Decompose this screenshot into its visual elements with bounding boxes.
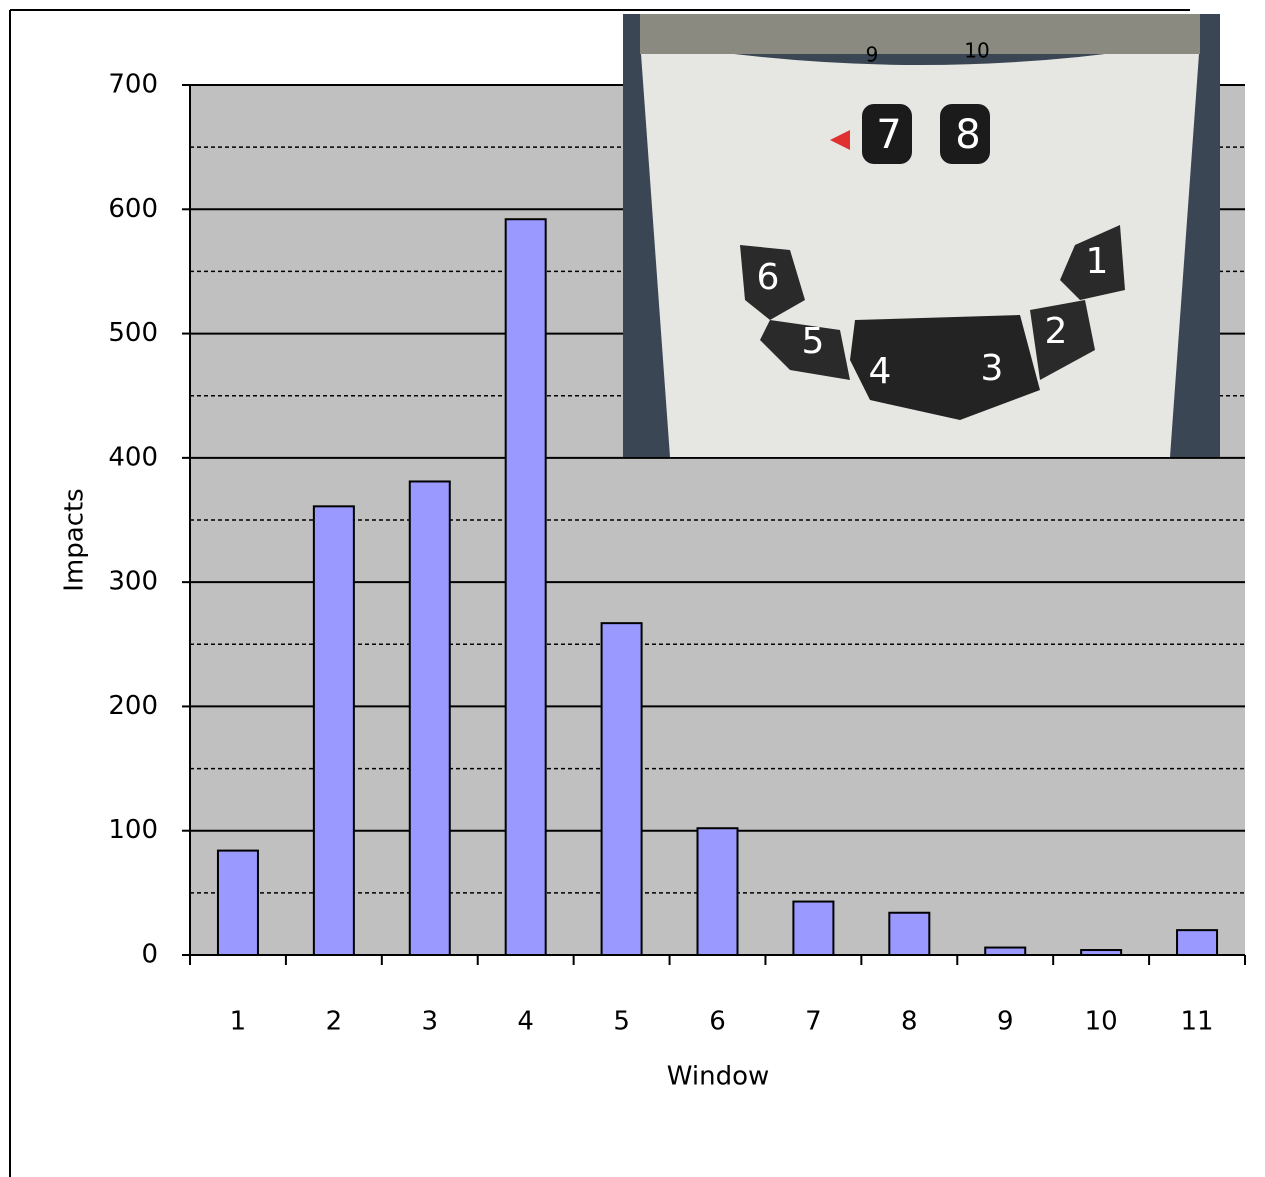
x-tick-label: 11 bbox=[1180, 1007, 1213, 1037]
x-tick-label: 1 bbox=[230, 1007, 247, 1037]
bar bbox=[698, 828, 738, 955]
page: 01002003004005006007001234567891011Windo… bbox=[0, 0, 1265, 1177]
inset-label: 1 bbox=[1086, 241, 1109, 282]
inset-label: 10 bbox=[964, 39, 989, 63]
y-tick-label: 500 bbox=[108, 318, 158, 348]
bar bbox=[793, 902, 833, 955]
inset-label: 3 bbox=[981, 348, 1004, 389]
inset-label: 9 bbox=[866, 43, 879, 67]
bar bbox=[506, 219, 546, 955]
y-axis-label: Impacts bbox=[60, 488, 90, 591]
bar bbox=[410, 481, 450, 955]
y-tick-label: 200 bbox=[108, 691, 158, 721]
y-tick-label: 600 bbox=[108, 194, 158, 224]
inset-label: 2 bbox=[1045, 311, 1068, 352]
bar bbox=[889, 913, 929, 955]
bar bbox=[218, 851, 258, 955]
x-tick-label: 5 bbox=[613, 1007, 630, 1037]
bar bbox=[314, 506, 354, 955]
x-tick-label: 9 bbox=[997, 1007, 1014, 1037]
y-tick-label: 400 bbox=[108, 442, 158, 472]
shuttle-bay bbox=[640, 14, 1200, 54]
chart: 01002003004005006007001234567891011Windo… bbox=[0, 0, 1265, 1177]
y-tick-label: 700 bbox=[108, 70, 158, 100]
x-tick-label: 3 bbox=[421, 1007, 438, 1037]
x-axis-label: Window bbox=[667, 1062, 770, 1092]
inset-label: 5 bbox=[802, 321, 825, 362]
inset-label: 7 bbox=[876, 112, 901, 158]
y-tick-label: 100 bbox=[108, 815, 158, 845]
bar bbox=[602, 623, 642, 955]
x-tick-label: 10 bbox=[1085, 1007, 1118, 1037]
y-tick-label: 0 bbox=[141, 940, 158, 970]
x-tick-label: 6 bbox=[709, 1007, 726, 1037]
x-tick-label: 4 bbox=[517, 1007, 534, 1037]
x-tick-label: 2 bbox=[326, 1007, 343, 1037]
inset-photo: 123 4 56 7 8 9 10 bbox=[623, 14, 1220, 457]
inset-label: 4 bbox=[869, 351, 892, 392]
bar bbox=[1177, 930, 1217, 955]
bar bbox=[985, 948, 1025, 955]
x-tick-label: 8 bbox=[901, 1007, 918, 1037]
x-tick-label: 7 bbox=[805, 1007, 822, 1037]
inset-label: 6 bbox=[757, 257, 780, 298]
inset-label: 8 bbox=[955, 112, 980, 158]
y-tick-label: 300 bbox=[108, 567, 158, 597]
